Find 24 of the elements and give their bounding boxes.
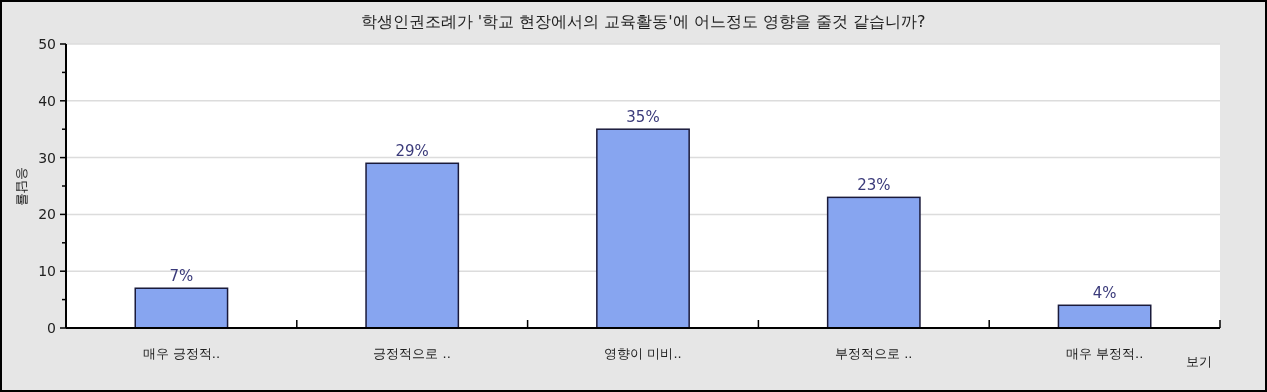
x-tick-label: 부정적으로 .. <box>835 346 913 361</box>
bar <box>134 287 229 329</box>
x-tick-label: 매우 부정적.. <box>1065 346 1144 361</box>
chart-title: 학생인권조례가 '학교 현장에서의 교육활동'에 어느정도 영향을 줄것 같습니까? <box>360 12 926 31</box>
x-tick-label: 긍정적으로 .. <box>373 346 451 361</box>
y-tick-label: 30 <box>38 149 56 166</box>
bar <box>826 196 921 329</box>
y-tick-label: 0 <box>47 320 56 336</box>
bar <box>1057 304 1152 329</box>
bar <box>365 162 460 329</box>
data-label: 23% <box>857 176 891 195</box>
data-label: 4% <box>1092 284 1117 303</box>
data-label: 35% <box>626 108 660 127</box>
x-axis-title: 보기 <box>1186 354 1212 369</box>
x-tick-label: 매우 긍정적.. <box>142 346 221 361</box>
y-tick-label: 20 <box>38 206 56 223</box>
y-tick-label: 40 <box>38 92 56 109</box>
y-tick-label: 10 <box>38 263 56 280</box>
data-label: 29% <box>395 142 429 161</box>
y-axis-title: 응답률 <box>15 166 30 206</box>
data-label: 7% <box>169 267 194 286</box>
bar <box>596 128 690 329</box>
y-tick-label: 50 <box>38 36 56 52</box>
x-tick-label: 영향이 미비.. <box>604 346 682 361</box>
